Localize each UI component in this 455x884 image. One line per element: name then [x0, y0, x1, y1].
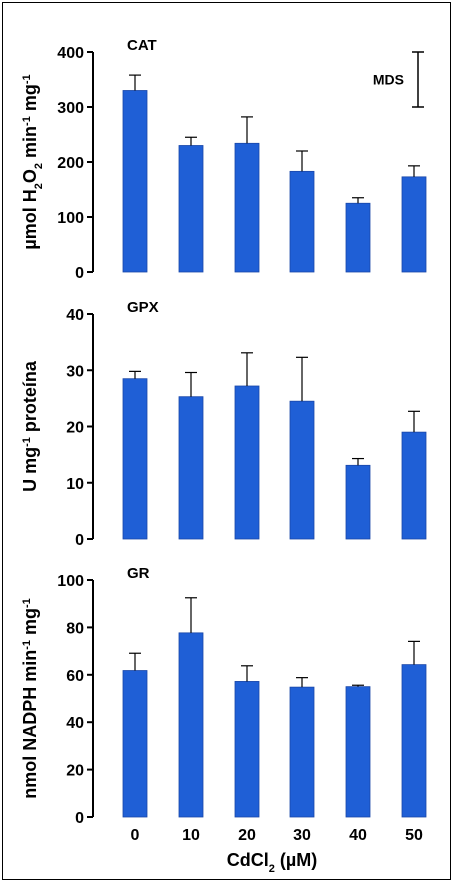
y-tick-label: 0 — [75, 810, 84, 827]
y-axis-label: nmol NADPH min-1 mg-1 — [20, 598, 40, 799]
y-tick-label: 10 — [66, 476, 84, 493]
x-tick-label: 40 — [349, 827, 367, 844]
bar — [234, 385, 260, 540]
y-tick-label: 400 — [57, 45, 84, 62]
y-tick-label: 0 — [75, 265, 84, 282]
bar — [122, 670, 148, 818]
x-tick-label: 50 — [405, 827, 423, 844]
bar — [122, 90, 148, 273]
y-tick-label: 20 — [66, 420, 84, 437]
y-tick-label: 60 — [66, 668, 84, 685]
bar — [289, 170, 315, 273]
y-tick-label: 200 — [57, 155, 84, 172]
y-tick-label: 40 — [66, 307, 84, 324]
x-tick-label: 0 — [131, 827, 140, 844]
y-tick-label: 100 — [57, 573, 84, 590]
x-tick-label: 20 — [238, 827, 256, 844]
bar — [122, 378, 148, 540]
bar — [234, 681, 260, 818]
y-tick-label: 20 — [66, 763, 84, 780]
y-tick-label: 30 — [66, 363, 84, 380]
x-axis-label: CdCl2 (µM) — [227, 850, 317, 875]
panel-cat: 0 100 200 300 400 µmol H2O2 min-1 mg-1 CAT MDS — [20, 37, 427, 282]
y-axis-label: U mg-1 proteína — [20, 360, 40, 492]
y-tick-label: 80 — [66, 620, 84, 637]
bar — [345, 202, 371, 273]
y-axis-label: µmol H2O2 min-1 mg-1 — [20, 74, 45, 249]
bar — [178, 145, 204, 273]
panel-label: CAT — [127, 37, 157, 54]
panel-label: GR — [127, 565, 150, 582]
panel-gr: 0 20 40 60 80 100 nmol NADPH min-1 mg-1 GR — [20, 565, 427, 827]
bar — [289, 400, 315, 540]
bar — [234, 142, 260, 273]
y-tick-label: 40 — [66, 715, 84, 732]
bar — [289, 686, 315, 818]
y-tick-label: 100 — [57, 210, 84, 227]
bar — [345, 686, 371, 818]
y-tick-label: 300 — [57, 100, 84, 117]
panel-gpx: 0 10 20 30 40 U mg-1 proteína GPX — [20, 299, 427, 549]
bar — [401, 664, 427, 818]
bar — [345, 464, 371, 540]
bar — [401, 431, 427, 540]
bar — [401, 176, 427, 273]
x-tick-label: 10 — [182, 827, 200, 844]
x-tick-label: 30 — [293, 827, 311, 844]
panel-label: GPX — [127, 299, 159, 316]
bar — [178, 632, 204, 818]
mds-label: MDS — [373, 72, 404, 88]
bar — [178, 396, 204, 540]
y-tick-label: 0 — [75, 532, 84, 549]
